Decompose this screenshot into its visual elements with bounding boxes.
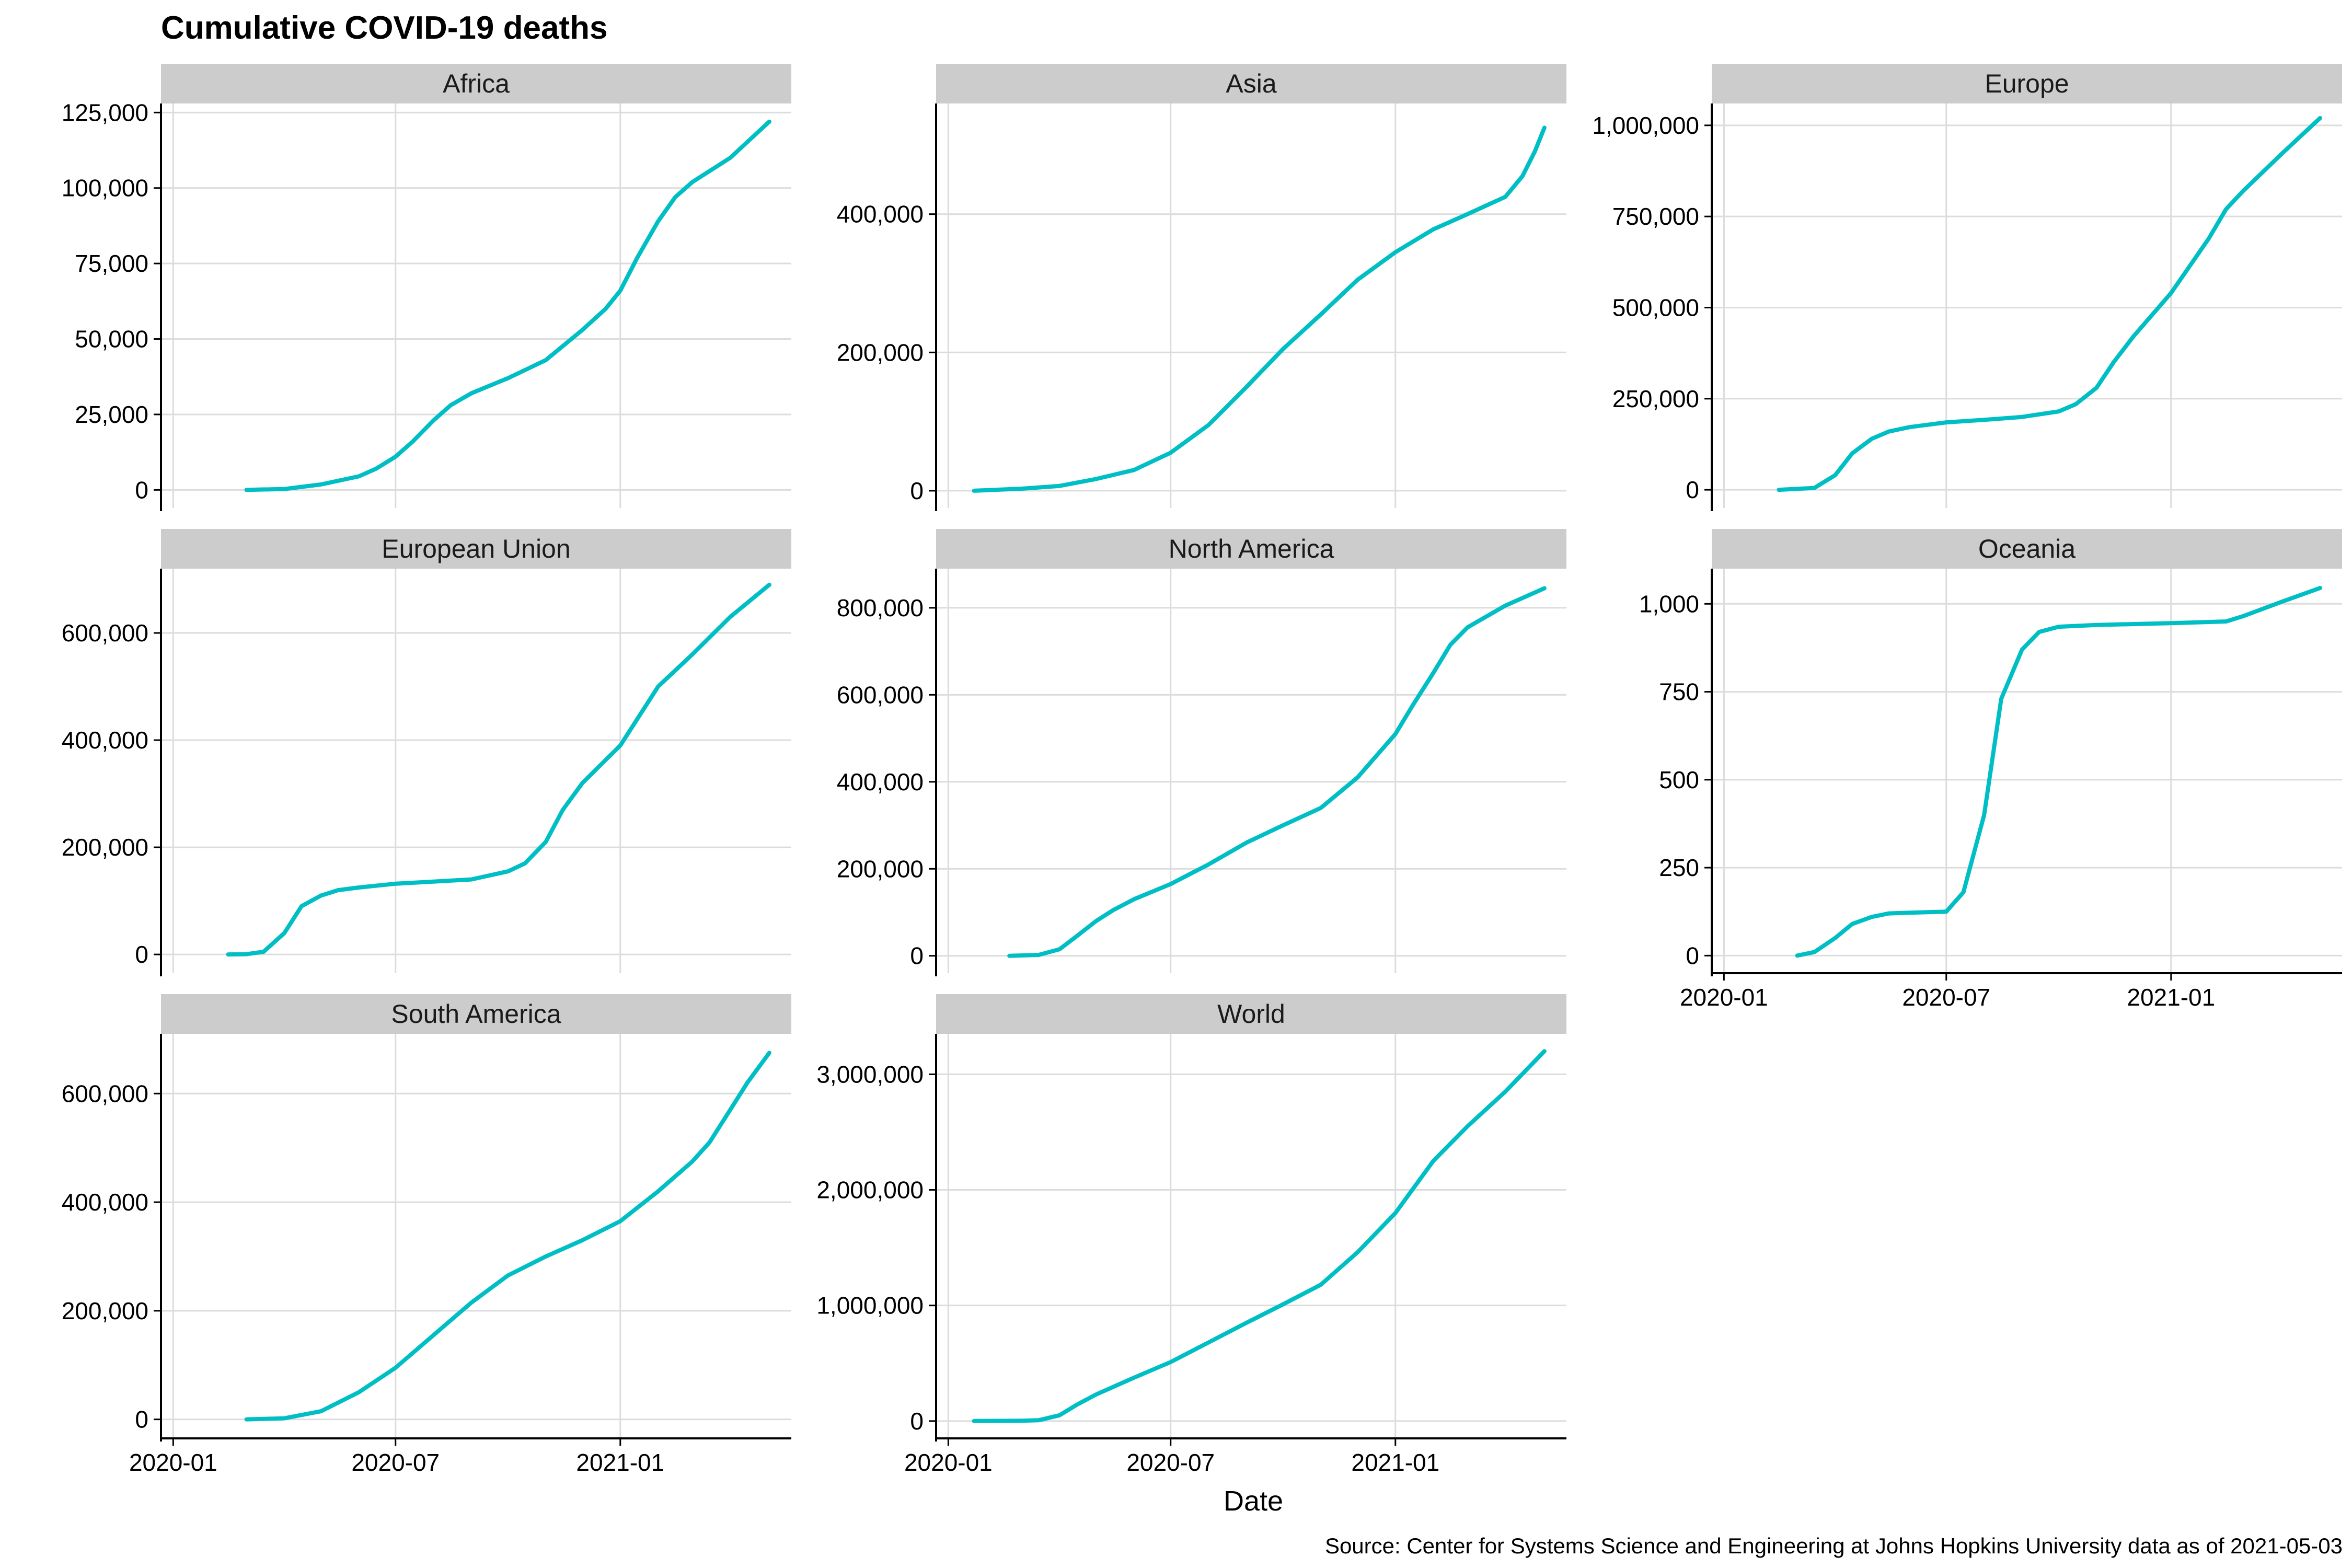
strip-label-oceania: Oceania bbox=[1978, 534, 2076, 563]
strip-label-south-america: South America bbox=[391, 999, 561, 1029]
y-tick-label-european-union-0: 0 bbox=[135, 941, 148, 968]
y-tick-label-europe-4: 1,000,000 bbox=[1592, 112, 1699, 139]
strip-oceania bbox=[1712, 529, 2342, 569]
y-tick-label-europe-1: 250,000 bbox=[1612, 385, 1699, 412]
strip-label-africa: Africa bbox=[443, 69, 510, 98]
strip-asia bbox=[936, 64, 1566, 103]
chart-title: Cumulative COVID-19 deaths bbox=[161, 10, 607, 46]
y-tick-label-africa-0: 0 bbox=[135, 476, 148, 503]
strip-south-america bbox=[161, 994, 791, 1034]
y-tick-label-european-union-1: 200,000 bbox=[62, 834, 148, 861]
panel-world: World 0 1,000,000 2,000,000 3,000,000 2020-01… bbox=[816, 994, 1566, 1476]
series-line-world bbox=[972, 1049, 1547, 1423]
strip-europe bbox=[1712, 64, 2342, 103]
series-line-north-america bbox=[1007, 586, 1547, 958]
y-tick-label-oceania-2: 500 bbox=[1659, 766, 1699, 793]
x-tick-label-oceania-1: 2020-07 bbox=[1902, 984, 1990, 1011]
panel-european-union: European Union 0 200,000 400,000 600,000 bbox=[62, 529, 791, 976]
strip-label-european-union: European Union bbox=[382, 534, 570, 563]
y-tick-label-africa-3: 75,000 bbox=[75, 250, 148, 277]
series-line-africa bbox=[244, 119, 771, 492]
panel-europe: Europe 0 250,000 500,000 750,000 1,000,000 bbox=[1592, 64, 2342, 511]
strip-label-world: World bbox=[1217, 999, 1285, 1029]
y-tick-label-south-america-2: 400,000 bbox=[62, 1189, 148, 1216]
x-tick-label-south-america-0: 2020-01 bbox=[129, 1449, 217, 1476]
x-tick-label-south-america-2: 2021-01 bbox=[576, 1449, 664, 1476]
strip-label-north-america: North America bbox=[1169, 534, 1334, 563]
y-tick-label-europe-3: 750,000 bbox=[1612, 203, 1699, 230]
y-tick-label-north-america-2: 400,000 bbox=[837, 768, 924, 795]
series-line-european-union bbox=[226, 582, 771, 957]
y-tick-label-world-1: 1,000,000 bbox=[816, 1292, 924, 1319]
series-line-asia bbox=[972, 125, 1547, 493]
panel-north-america: North America 0 200,000 400,000 600,000 800,0… bbox=[837, 529, 1566, 976]
y-tick-label-oceania-1: 250 bbox=[1659, 854, 1699, 881]
strip-world bbox=[936, 994, 1566, 1034]
y-tick-label-south-america-1: 200,000 bbox=[62, 1297, 148, 1324]
series-line-south-america bbox=[244, 1051, 771, 1422]
x-tick-label-world-1: 2020-07 bbox=[1126, 1449, 1215, 1476]
x-tick-label-world-0: 2020-01 bbox=[904, 1449, 993, 1476]
y-tick-label-europe-2: 500,000 bbox=[1612, 294, 1699, 321]
panel-oceania: Oceania 0 250 500 750 1,000 2020-01 2020-07 2021… bbox=[1639, 529, 2342, 1011]
y-tick-label-oceania-3: 750 bbox=[1659, 678, 1699, 706]
strip-label-asia: Asia bbox=[1226, 69, 1276, 98]
strip-north-america bbox=[936, 529, 1566, 569]
y-tick-label-north-america-4: 800,000 bbox=[837, 594, 924, 621]
panel-africa: Africa 0 25,000 50,000 75,000 100,000 125,000 bbox=[62, 64, 791, 511]
series-line-europe bbox=[1777, 116, 2322, 492]
y-tick-label-europe-0: 0 bbox=[1686, 476, 1699, 503]
y-tick-label-africa-5: 125,000 bbox=[62, 99, 148, 126]
panel-asia: Asia 0 200,000 400,000 bbox=[837, 64, 1566, 511]
y-tick-label-south-america-0: 0 bbox=[135, 1406, 148, 1433]
y-tick-label-africa-4: 100,000 bbox=[62, 175, 148, 202]
y-tick-label-asia-1: 200,000 bbox=[837, 339, 924, 366]
y-tick-label-world-2: 2,000,000 bbox=[816, 1177, 924, 1204]
y-tick-label-africa-1: 25,000 bbox=[75, 401, 148, 428]
y-tick-label-africa-2: 50,000 bbox=[75, 326, 148, 353]
x-tick-label-oceania-0: 2020-01 bbox=[1680, 984, 1768, 1011]
x-axis-title: Date bbox=[1224, 1485, 1283, 1517]
strip-africa bbox=[161, 64, 791, 103]
y-tick-label-european-union-3: 600,000 bbox=[62, 619, 148, 647]
y-tick-label-north-america-0: 0 bbox=[910, 942, 924, 970]
y-tick-label-oceania-0: 0 bbox=[1686, 942, 1699, 969]
strip-european-union bbox=[161, 529, 791, 569]
y-tick-label-north-america-1: 200,000 bbox=[837, 855, 924, 882]
x-tick-label-south-america-1: 2020-07 bbox=[351, 1449, 440, 1476]
y-tick-label-oceania-4: 1,000 bbox=[1639, 590, 1699, 617]
y-tick-label-asia-2: 400,000 bbox=[837, 201, 924, 228]
series-line-oceania bbox=[1795, 586, 2322, 958]
x-tick-label-oceania-2: 2021-01 bbox=[2127, 984, 2215, 1011]
strip-label-europe: Europe bbox=[1985, 69, 2069, 98]
panel-south-america: South America 0 200,000 400,000 600,000 2020-… bbox=[62, 994, 791, 1476]
y-tick-label-north-america-3: 600,000 bbox=[837, 681, 924, 708]
source-caption: Source: Center for Systems Science and E… bbox=[1325, 1534, 2343, 1558]
y-tick-label-world-0: 0 bbox=[910, 1408, 924, 1435]
y-tick-label-south-america-3: 600,000 bbox=[62, 1080, 148, 1107]
y-tick-label-world-3: 3,000,000 bbox=[816, 1060, 924, 1088]
x-tick-label-world-2: 2021-01 bbox=[1351, 1449, 1439, 1476]
y-tick-label-european-union-2: 400,000 bbox=[62, 727, 148, 754]
panel-grid: Africa025,00050,00075,000100,000125,000A… bbox=[62, 64, 2342, 1476]
y-tick-label-asia-0: 0 bbox=[910, 477, 924, 504]
